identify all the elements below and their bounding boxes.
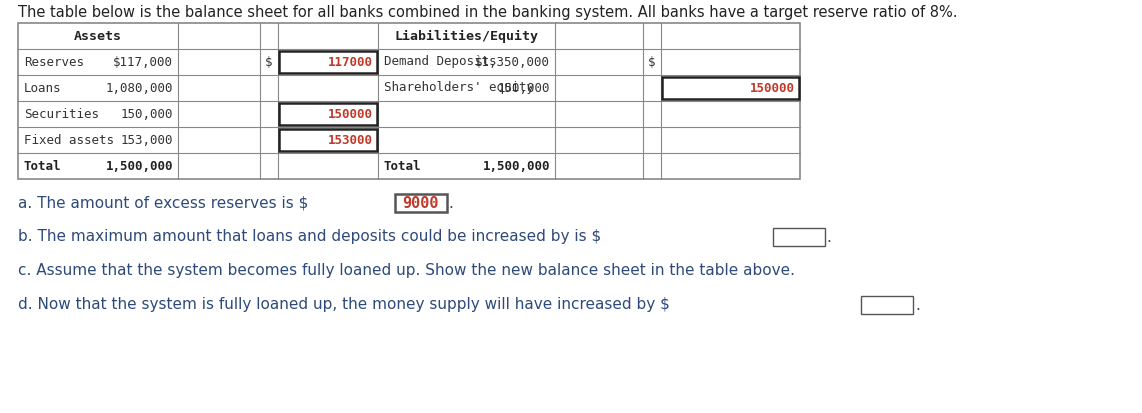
Text: 150000: 150000 <box>750 81 795 95</box>
Text: d. Now that the system is fully loaned up, the money supply will have increased : d. Now that the system is fully loaned u… <box>18 297 670 313</box>
Text: 153000: 153000 <box>328 133 373 147</box>
Text: Shareholders' equity: Shareholders' equity <box>384 81 534 95</box>
Text: 150,000: 150,000 <box>121 107 172 121</box>
Bar <box>279 103 377 125</box>
Text: Securities: Securities <box>24 107 99 121</box>
Text: The table below is the balance sheet for all banks combined in the banking syste: The table below is the balance sheet for… <box>18 5 957 20</box>
Text: 117000: 117000 <box>328 55 373 69</box>
Text: Loans: Loans <box>24 81 62 95</box>
Text: 153,000: 153,000 <box>121 133 172 147</box>
Bar <box>861 296 914 314</box>
Text: Reserves: Reserves <box>24 55 85 69</box>
Text: 1,080,000: 1,080,000 <box>105 81 172 95</box>
Text: .: . <box>827 230 831 244</box>
Text: .: . <box>449 195 453 211</box>
Text: $: $ <box>648 55 656 69</box>
Bar <box>279 129 377 151</box>
Text: Demand Deposits: Demand Deposits <box>384 55 497 69</box>
Text: a. The amount of excess reserves is $: a. The amount of excess reserves is $ <box>18 195 308 211</box>
Text: .: . <box>915 297 920 313</box>
Text: b. The maximum amount that loans and deposits could be increased by is $: b. The maximum amount that loans and dep… <box>18 230 601 244</box>
Bar <box>18 23 801 179</box>
Bar <box>662 77 799 99</box>
Text: Assets: Assets <box>74 29 122 43</box>
Text: 150,000: 150,000 <box>498 81 550 95</box>
Bar <box>395 194 447 212</box>
Text: 9000: 9000 <box>402 195 439 211</box>
Text: $: $ <box>265 55 273 69</box>
Text: Liabilities/Equity: Liabilities/Equity <box>394 29 539 43</box>
Text: $1,350,000: $1,350,000 <box>475 55 550 69</box>
Bar <box>279 51 377 73</box>
Text: c. Assume that the system becomes fully loaned up. Show the new balance sheet in: c. Assume that the system becomes fully … <box>18 263 795 278</box>
Text: 1,500,000: 1,500,000 <box>483 159 550 173</box>
Text: 1,500,000: 1,500,000 <box>105 159 172 173</box>
Text: $117,000: $117,000 <box>113 55 172 69</box>
Text: 150000: 150000 <box>328 107 373 121</box>
Text: Total: Total <box>24 159 62 173</box>
Text: Fixed assets: Fixed assets <box>24 133 114 147</box>
Bar <box>773 228 825 246</box>
Text: Total: Total <box>384 159 421 173</box>
